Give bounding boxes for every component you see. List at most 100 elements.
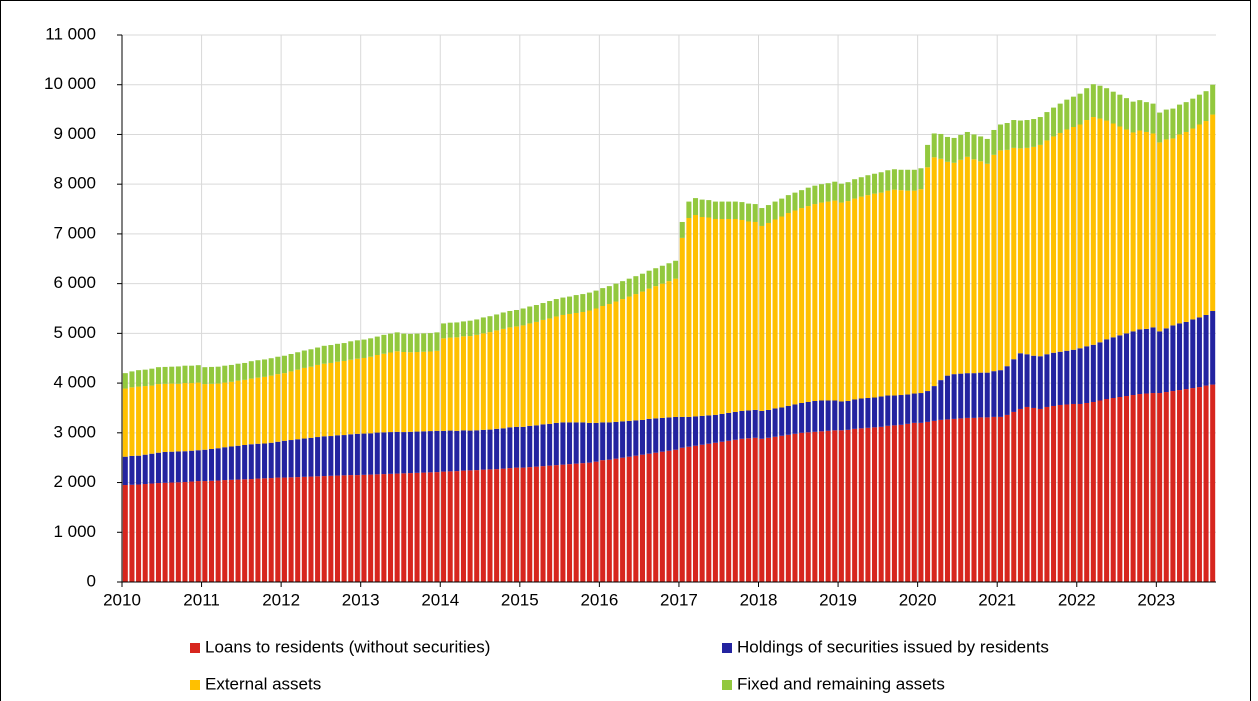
bar-segment	[878, 172, 884, 193]
bar-segment	[1011, 359, 1017, 412]
bar-segment	[573, 463, 579, 582]
bar-segment	[1044, 354, 1050, 407]
bar-segment	[195, 450, 201, 482]
bar-segment	[533, 466, 539, 582]
bar-segment	[673, 278, 679, 417]
bar-segment	[500, 428, 506, 469]
bar-segment	[719, 201, 725, 219]
bar-segment	[169, 482, 175, 582]
y-tick-label: 2 000	[53, 472, 96, 491]
bar-segment	[699, 415, 705, 445]
bar-segment	[918, 189, 924, 394]
bar-segment	[693, 198, 699, 216]
bar-segment	[1163, 109, 1169, 140]
bar-segment	[480, 333, 486, 430]
bar-segment	[1044, 140, 1050, 355]
bar-segment	[1203, 91, 1209, 122]
bar-segment	[646, 288, 652, 419]
bar-segment	[1130, 132, 1136, 332]
bar-segment	[991, 371, 997, 417]
bar-segment	[348, 434, 354, 476]
bar-segment	[421, 333, 427, 352]
bar-segment	[334, 361, 340, 436]
bar-segment	[673, 416, 679, 450]
bar-segment	[162, 482, 168, 582]
bar-segment	[951, 162, 957, 375]
bar-segment	[1163, 139, 1169, 329]
bar-segment	[388, 333, 394, 353]
bar-segment	[1097, 118, 1103, 343]
bar-segment	[580, 311, 586, 423]
bar-segment	[1057, 351, 1063, 405]
bar-segment	[1104, 339, 1110, 400]
bar-segment	[149, 368, 155, 386]
bar-segment	[368, 433, 374, 475]
bar-segment	[208, 448, 215, 481]
bar-segment	[818, 400, 825, 432]
bar-segment	[699, 199, 705, 218]
bar-segment	[540, 424, 546, 467]
legend-swatch	[722, 643, 732, 653]
bar-segment	[998, 416, 1004, 582]
bar-segment	[162, 366, 168, 384]
bar-segment	[513, 426, 520, 468]
bar-segment	[480, 429, 486, 470]
bar-segment	[1077, 93, 1083, 125]
bar-segment	[971, 134, 977, 160]
bar-segment	[765, 409, 771, 438]
bar-segment	[507, 310, 513, 328]
bar-segment	[600, 422, 606, 461]
bar-segment	[441, 471, 447, 582]
bar-segment	[1143, 328, 1149, 394]
bar-segment	[845, 201, 851, 401]
bar-segment	[639, 291, 645, 420]
bar-segment	[235, 363, 241, 381]
bar-segment	[673, 260, 679, 279]
bar-segment	[1104, 88, 1110, 121]
bar-segment	[1143, 102, 1149, 132]
bar-segment	[944, 419, 950, 582]
bar-segment	[666, 263, 672, 282]
bar-segment	[202, 481, 208, 582]
bar-segment	[1210, 84, 1216, 115]
bar-segment	[136, 386, 142, 456]
bar-segment	[1110, 337, 1116, 399]
bar-segment	[321, 476, 327, 582]
bar-segment	[739, 219, 745, 411]
bar-segment	[467, 470, 473, 582]
bar-segment	[487, 332, 493, 430]
bar-segment	[832, 181, 838, 201]
bar-segment	[845, 182, 851, 202]
bar-segment	[129, 371, 135, 388]
bar-segment	[732, 218, 738, 412]
bar-segment	[1031, 355, 1037, 408]
bar-segment	[222, 480, 228, 582]
bar-segment	[547, 423, 553, 466]
bar-segment	[706, 415, 712, 444]
bar-segment	[368, 338, 374, 357]
bar-segment	[739, 202, 745, 220]
bar-segment	[374, 432, 380, 475]
bar-segment	[255, 377, 261, 444]
bar-segment	[368, 474, 374, 582]
bar-segment	[1117, 397, 1123, 582]
y-tick-label: 11 000	[45, 24, 96, 43]
bar-segment	[155, 483, 161, 582]
legend-label: Holdings of securities issued by residen…	[737, 637, 1049, 656]
bar-segment	[646, 270, 652, 289]
bar-segment	[560, 297, 566, 315]
bar-segment	[215, 480, 221, 582]
bar-segment	[573, 422, 579, 464]
bar-segment	[540, 303, 546, 320]
bar-segment	[785, 195, 791, 214]
bar-segment	[1163, 328, 1169, 393]
x-tick-label: 2017	[660, 590, 698, 609]
bar-segment	[295, 477, 301, 582]
bar-segment	[381, 353, 387, 433]
bar-segment	[567, 464, 573, 582]
x-tick-label: 2020	[899, 590, 937, 609]
bar-segment	[613, 283, 619, 302]
bar-segment	[991, 154, 997, 372]
bar-segment	[388, 432, 394, 474]
